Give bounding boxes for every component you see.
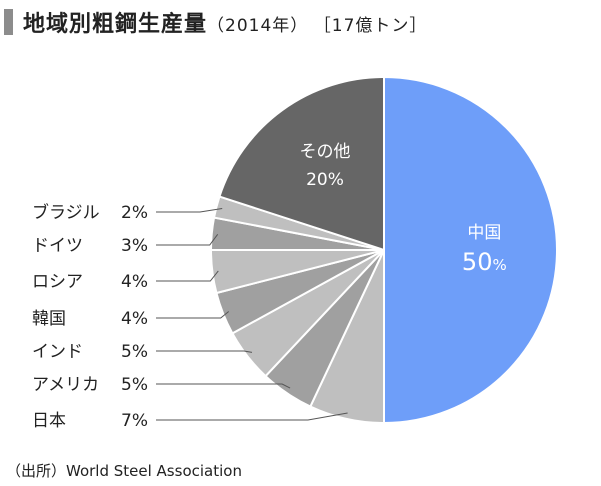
chart-unit: ［17億トン］ bbox=[322, 16, 428, 36]
legend-label-1: 日本 bbox=[32, 411, 66, 431]
legend-value-4: 4% bbox=[121, 309, 148, 329]
pie-slice-8 bbox=[218, 75, 385, 252]
chart-title-main: 地域別粗鋼生産量 bbox=[23, 12, 208, 37]
leader-line-5 bbox=[156, 270, 219, 282]
legend-label-4: 韓国 bbox=[32, 309, 66, 329]
legend-label-7: ブラジル bbox=[32, 202, 100, 223]
chart-title-year: （2014年） bbox=[207, 16, 309, 36]
source-note: （出所）World Steel Association bbox=[6, 462, 242, 480]
title-marker bbox=[4, 9, 13, 35]
leader-line-6 bbox=[156, 234, 219, 246]
pie-slice-0 bbox=[383, 75, 558, 425]
legend-value-5: 4% bbox=[121, 272, 148, 292]
legend-label-5: ロシア bbox=[32, 272, 83, 292]
leader-line-7 bbox=[156, 208, 223, 213]
slice-label-name-8: その他 bbox=[300, 142, 351, 162]
slice-label-name-0: 中国 bbox=[467, 223, 501, 243]
legend-value-7: 2% bbox=[121, 203, 148, 223]
leader-line-2 bbox=[156, 383, 291, 389]
legend-label-6: ドイツ bbox=[32, 236, 83, 256]
legend-value-1: 7% bbox=[121, 411, 148, 431]
leader-line-4 bbox=[156, 311, 230, 319]
legend-value-3: 5% bbox=[121, 342, 148, 362]
legend-label-3: インド bbox=[32, 342, 83, 362]
chart-title-bar: 地域別粗鋼生産量（2014年） ［17億トン］ bbox=[4, 6, 427, 38]
chart-title: 地域別粗鋼生産量（2014年） ［17億トン］ bbox=[23, 6, 427, 38]
slice-label-value-8: 20% bbox=[306, 170, 344, 190]
legend-label-2: アメリカ bbox=[32, 375, 99, 395]
legend-value-6: 3% bbox=[121, 236, 148, 256]
leader-line-3 bbox=[156, 350, 253, 353]
leader-line-1 bbox=[156, 412, 348, 421]
legend-value-2: 5% bbox=[121, 375, 148, 395]
